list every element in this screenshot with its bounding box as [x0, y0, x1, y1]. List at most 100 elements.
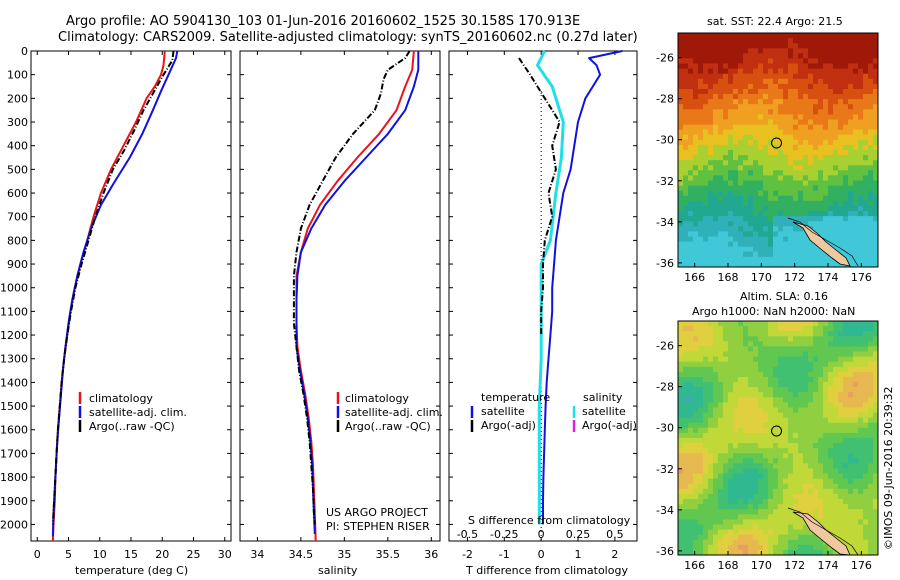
map-cell	[758, 256, 764, 263]
map-cell	[713, 78, 719, 85]
map-cell	[853, 160, 859, 166]
map-cell	[698, 180, 704, 187]
map-cell	[778, 109, 784, 115]
map-cell	[803, 387, 809, 393]
map-cell	[798, 180, 804, 187]
map-cell	[728, 422, 734, 429]
map-cell	[803, 458, 809, 464]
map-cell	[823, 422, 829, 429]
map-cell	[698, 443, 704, 449]
map-cell	[843, 438, 849, 444]
map-cell	[763, 226, 769, 232]
map-cell	[863, 336, 869, 342]
map-cell	[808, 463, 814, 470]
map-cell	[698, 397, 704, 403]
map-cell	[768, 48, 774, 54]
map-cell	[858, 443, 864, 449]
map-cell	[703, 382, 709, 388]
map-cell	[678, 453, 684, 459]
map-cell	[838, 206, 844, 212]
map-cell	[808, 246, 814, 253]
map-cell	[748, 346, 754, 353]
map-cell	[778, 211, 784, 217]
map-cell	[713, 144, 719, 151]
map-cell	[698, 544, 704, 551]
map-cell	[678, 438, 684, 444]
map-cell	[738, 549, 744, 555]
map-cell	[808, 402, 814, 409]
map-cell	[733, 468, 739, 475]
map-cell	[873, 432, 878, 439]
map-cell	[683, 549, 689, 555]
map-cell	[723, 331, 729, 337]
map-cell	[708, 453, 714, 459]
map-cell	[703, 216, 709, 222]
map-cell	[823, 216, 829, 222]
map-cell	[758, 412, 764, 419]
map-cell	[818, 170, 824, 176]
map-cell	[753, 361, 759, 368]
map-cell	[813, 211, 819, 217]
map-cell	[718, 139, 724, 146]
map-cell	[743, 261, 749, 267]
map-cell	[683, 38, 689, 44]
map-cell	[708, 387, 714, 393]
map-cell	[783, 432, 789, 439]
map-cell	[768, 53, 774, 59]
map-cell	[818, 494, 824, 500]
map-cell	[788, 170, 794, 176]
map-cell	[793, 453, 799, 459]
map-cell	[688, 453, 694, 459]
map-cell	[803, 195, 809, 202]
map-cell	[803, 483, 809, 490]
map-cell	[693, 94, 699, 100]
map-cell	[873, 175, 878, 182]
map-cell	[753, 346, 759, 353]
map-cell	[858, 256, 864, 263]
map-cell	[743, 256, 749, 263]
map-cell	[683, 83, 689, 90]
map-cell	[718, 519, 724, 526]
map-cell	[748, 165, 754, 171]
map-cell	[783, 246, 789, 253]
map-cell	[718, 99, 724, 105]
map-cell	[788, 251, 794, 258]
map-cell	[803, 397, 809, 403]
map-cell	[728, 236, 734, 243]
map-cell	[853, 256, 859, 263]
map-cell	[783, 43, 789, 49]
map-cell	[743, 412, 749, 419]
x-tick-label: -1	[499, 548, 510, 561]
map-cell	[758, 514, 764, 520]
map-cell	[743, 321, 749, 327]
map-cell	[863, 371, 869, 378]
map-cell	[778, 104, 784, 110]
map-cell	[713, 53, 719, 59]
map-cell	[748, 524, 754, 531]
map-cell	[733, 206, 739, 212]
map-cell	[808, 382, 814, 388]
map-cell	[688, 206, 694, 212]
map-cell	[693, 371, 699, 378]
map-cell	[793, 211, 799, 217]
map-cell	[733, 73, 739, 80]
map-cell	[853, 499, 859, 505]
map-cell	[773, 448, 779, 454]
map-cell	[678, 83, 684, 90]
map-cell	[818, 432, 824, 439]
map-cell	[773, 200, 779, 207]
map-cell	[678, 366, 684, 373]
map-cell	[733, 155, 739, 161]
map-cell	[728, 529, 734, 536]
map-cell	[833, 180, 839, 187]
map-cell	[683, 185, 689, 192]
map-cell	[708, 494, 714, 500]
map-cell	[793, 134, 799, 141]
map-cell	[713, 139, 719, 146]
map-cell	[853, 331, 859, 337]
map-cell	[838, 422, 844, 429]
map-cell	[783, 211, 789, 217]
map-cell	[863, 53, 869, 59]
map-cell	[678, 494, 684, 500]
map-cell	[758, 175, 764, 182]
